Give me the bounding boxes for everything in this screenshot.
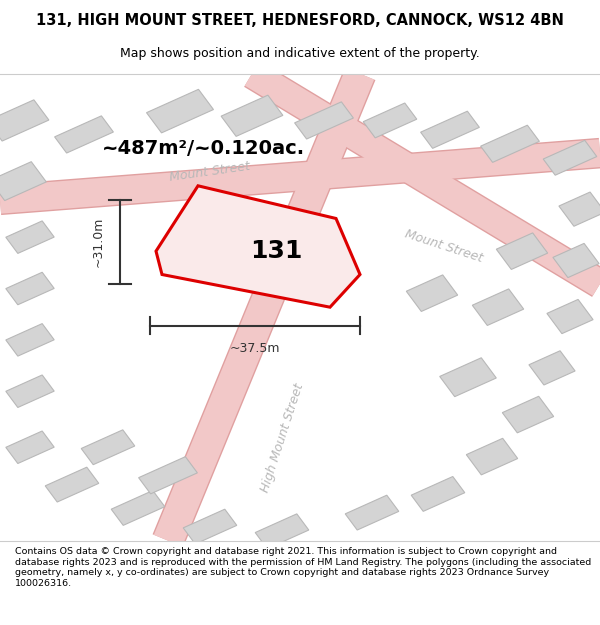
Polygon shape (547, 299, 593, 334)
Polygon shape (156, 186, 360, 307)
Polygon shape (502, 396, 554, 433)
Polygon shape (440, 357, 496, 397)
Polygon shape (363, 103, 417, 138)
Text: Contains OS data © Crown copyright and database right 2021. This information is : Contains OS data © Crown copyright and d… (15, 548, 591, 588)
Polygon shape (139, 457, 197, 494)
Text: 131: 131 (250, 239, 302, 263)
Polygon shape (481, 125, 539, 162)
Polygon shape (6, 324, 54, 356)
Polygon shape (111, 491, 165, 526)
Polygon shape (421, 111, 479, 148)
Polygon shape (221, 95, 283, 136)
Text: ~31.0m: ~31.0m (92, 217, 105, 267)
Polygon shape (45, 467, 99, 502)
Polygon shape (406, 275, 458, 311)
Polygon shape (345, 495, 399, 530)
Polygon shape (81, 430, 135, 464)
Text: 131, HIGH MOUNT STREET, HEDNESFORD, CANNOCK, WS12 4BN: 131, HIGH MOUNT STREET, HEDNESFORD, CANN… (36, 13, 564, 28)
Polygon shape (6, 221, 54, 253)
Polygon shape (0, 162, 46, 201)
Polygon shape (295, 102, 353, 139)
Polygon shape (553, 243, 599, 278)
Polygon shape (559, 192, 600, 226)
Polygon shape (183, 509, 237, 544)
Polygon shape (496, 233, 548, 269)
Text: Mount Street: Mount Street (403, 228, 485, 265)
Polygon shape (529, 351, 575, 385)
Text: Mount Street: Mount Street (169, 160, 251, 184)
Polygon shape (543, 141, 597, 175)
Polygon shape (6, 431, 54, 464)
Polygon shape (472, 289, 524, 326)
Polygon shape (146, 89, 214, 133)
Polygon shape (6, 375, 54, 408)
Polygon shape (255, 514, 309, 549)
Polygon shape (466, 438, 518, 475)
Polygon shape (411, 476, 465, 511)
Polygon shape (55, 116, 113, 153)
Polygon shape (0, 100, 49, 141)
Text: High Mount Street: High Mount Street (258, 382, 306, 494)
Text: ~487m²/~0.120ac.: ~487m²/~0.120ac. (102, 139, 305, 158)
Text: ~37.5m: ~37.5m (230, 342, 280, 355)
Polygon shape (6, 272, 54, 305)
Text: Map shows position and indicative extent of the property.: Map shows position and indicative extent… (120, 47, 480, 59)
